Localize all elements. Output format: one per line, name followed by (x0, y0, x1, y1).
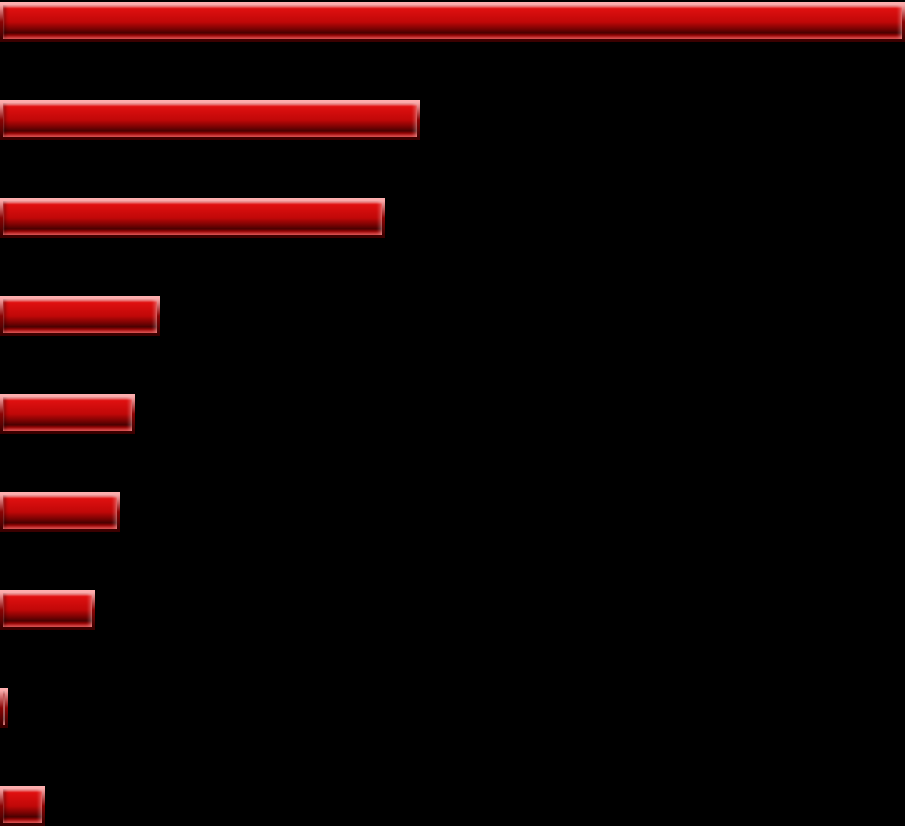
bar-7 (0, 688, 8, 728)
bar-chart (0, 0, 905, 824)
bar-4 (0, 394, 135, 434)
bar-1 (0, 100, 420, 140)
bar-5 (0, 492, 120, 532)
bar-2 (0, 198, 385, 238)
bar-0 (0, 2, 905, 42)
bar-3 (0, 296, 160, 336)
bar-8 (0, 786, 45, 826)
bar-6 (0, 590, 95, 630)
